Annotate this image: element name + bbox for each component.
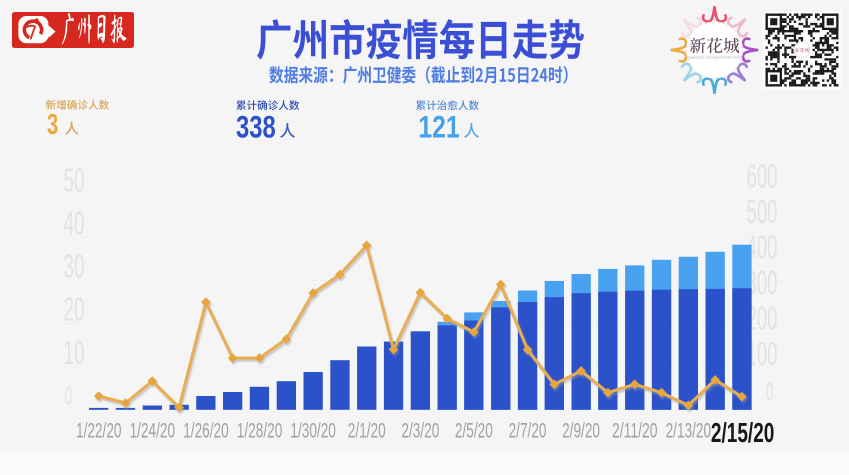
svg-text:2/1/20: 2/1/20 (348, 420, 386, 443)
svg-text:50: 50 (64, 161, 85, 198)
svg-text:2/9/20: 2/9/20 (562, 420, 600, 443)
svg-text:200: 200 (747, 299, 778, 336)
svg-text:1/22/20: 1/22/20 (76, 420, 122, 443)
svg-text:1/30/20: 1/30/20 (290, 420, 336, 443)
svg-text:30: 30 (64, 248, 85, 285)
svg-text:400: 400 (747, 228, 778, 265)
svg-text:2/13/20: 2/13/20 (666, 420, 712, 443)
svg-text:500: 500 (747, 193, 778, 230)
svg-text:20: 20 (64, 291, 85, 328)
svg-text:2/3/20: 2/3/20 (401, 420, 439, 443)
svg-text:10: 10 (64, 334, 85, 371)
svg-text:121: 121 (418, 109, 459, 145)
svg-text:300: 300 (747, 264, 778, 301)
svg-text:Guangzhou Converged Media Cent: Guangzhou Converged Media Center (687, 56, 743, 60)
svg-text:2/15/20: 2/15/20 (711, 417, 775, 448)
svg-text:338: 338 (236, 109, 276, 145)
svg-text:1/24/20: 1/24/20 (130, 420, 176, 443)
svg-text:3: 3 (47, 109, 58, 141)
svg-text:1/26/20: 1/26/20 (183, 420, 229, 443)
svg-text:2/11/20: 2/11/20 (612, 420, 658, 443)
svg-text:2/5/20: 2/5/20 (455, 420, 493, 443)
svg-text:2/7/20: 2/7/20 (509, 420, 547, 443)
svg-text:0: 0 (766, 379, 773, 407)
svg-text:100: 100 (747, 335, 778, 372)
svg-text:40: 40 (64, 205, 85, 242)
svg-text:0: 0 (65, 382, 73, 410)
svg-text:600: 600 (747, 157, 778, 194)
svg-text:1/28/20: 1/28/20 (237, 420, 282, 443)
